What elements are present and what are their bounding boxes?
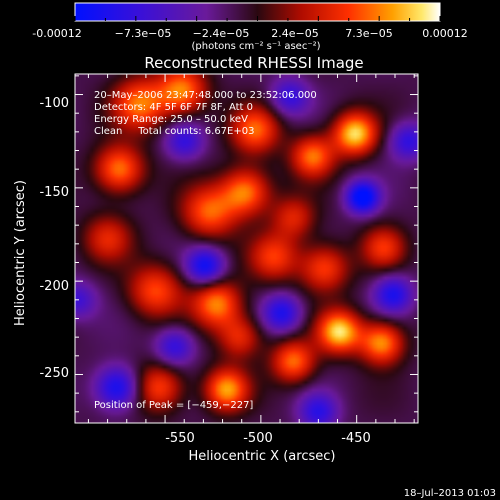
annotation-time-range: 20–May–2006 23:47:48.000 to 23:52:06.000 <box>94 90 317 101</box>
annotation-detectors: Detectors: 4F 5F 6F 7F 8F, Att 0 <box>94 102 253 113</box>
colorbar-unit-label: (photons cm⁻² s⁻¹ asec⁻²) <box>191 41 320 52</box>
x-tick-label: -450 <box>341 431 371 446</box>
colorbar-tick-label: 7.3e−05 <box>345 27 392 40</box>
footer-date: 18–Jul–2013 01:03 <box>404 488 496 499</box>
y-tick-label: -100 <box>39 96 69 111</box>
x-axis-label: Heliocentric X (arcsec) <box>189 449 336 464</box>
colorbar <box>74 2 441 22</box>
colorbar-tick-label: 2.4e−05 <box>271 27 318 40</box>
colorbar-tick-label: −2.4e−05 <box>193 27 250 40</box>
colorbar-tick-label: -0.00012 <box>32 27 81 40</box>
annotation-clean-counts: Clean Total counts: 6.67E+03 <box>94 126 254 137</box>
plot-frame <box>74 73 419 424</box>
heatmap-image <box>75 74 418 423</box>
y-axis-label: Heliocentric Y (arcsec) <box>13 180 28 326</box>
colorbar-tick-label: −7.3e−05 <box>115 27 172 40</box>
colorbar-tick-label: 0.00012 <box>422 27 468 40</box>
annotation-energy-range: Energy Range: 25.0 – 50.0 keV <box>94 114 248 125</box>
peak-position-label: Position of Peak = [−459,−227] <box>94 400 253 411</box>
chart-title: Reconstructed RHESSI Image <box>144 54 363 72</box>
y-tick-label: -250 <box>39 366 69 381</box>
x-tick-label: -550 <box>165 431 195 446</box>
y-tick-label: -150 <box>39 185 69 200</box>
x-tick-label: -500 <box>243 431 273 446</box>
axis-ticks <box>75 74 418 423</box>
y-tick-label: -200 <box>39 279 69 294</box>
